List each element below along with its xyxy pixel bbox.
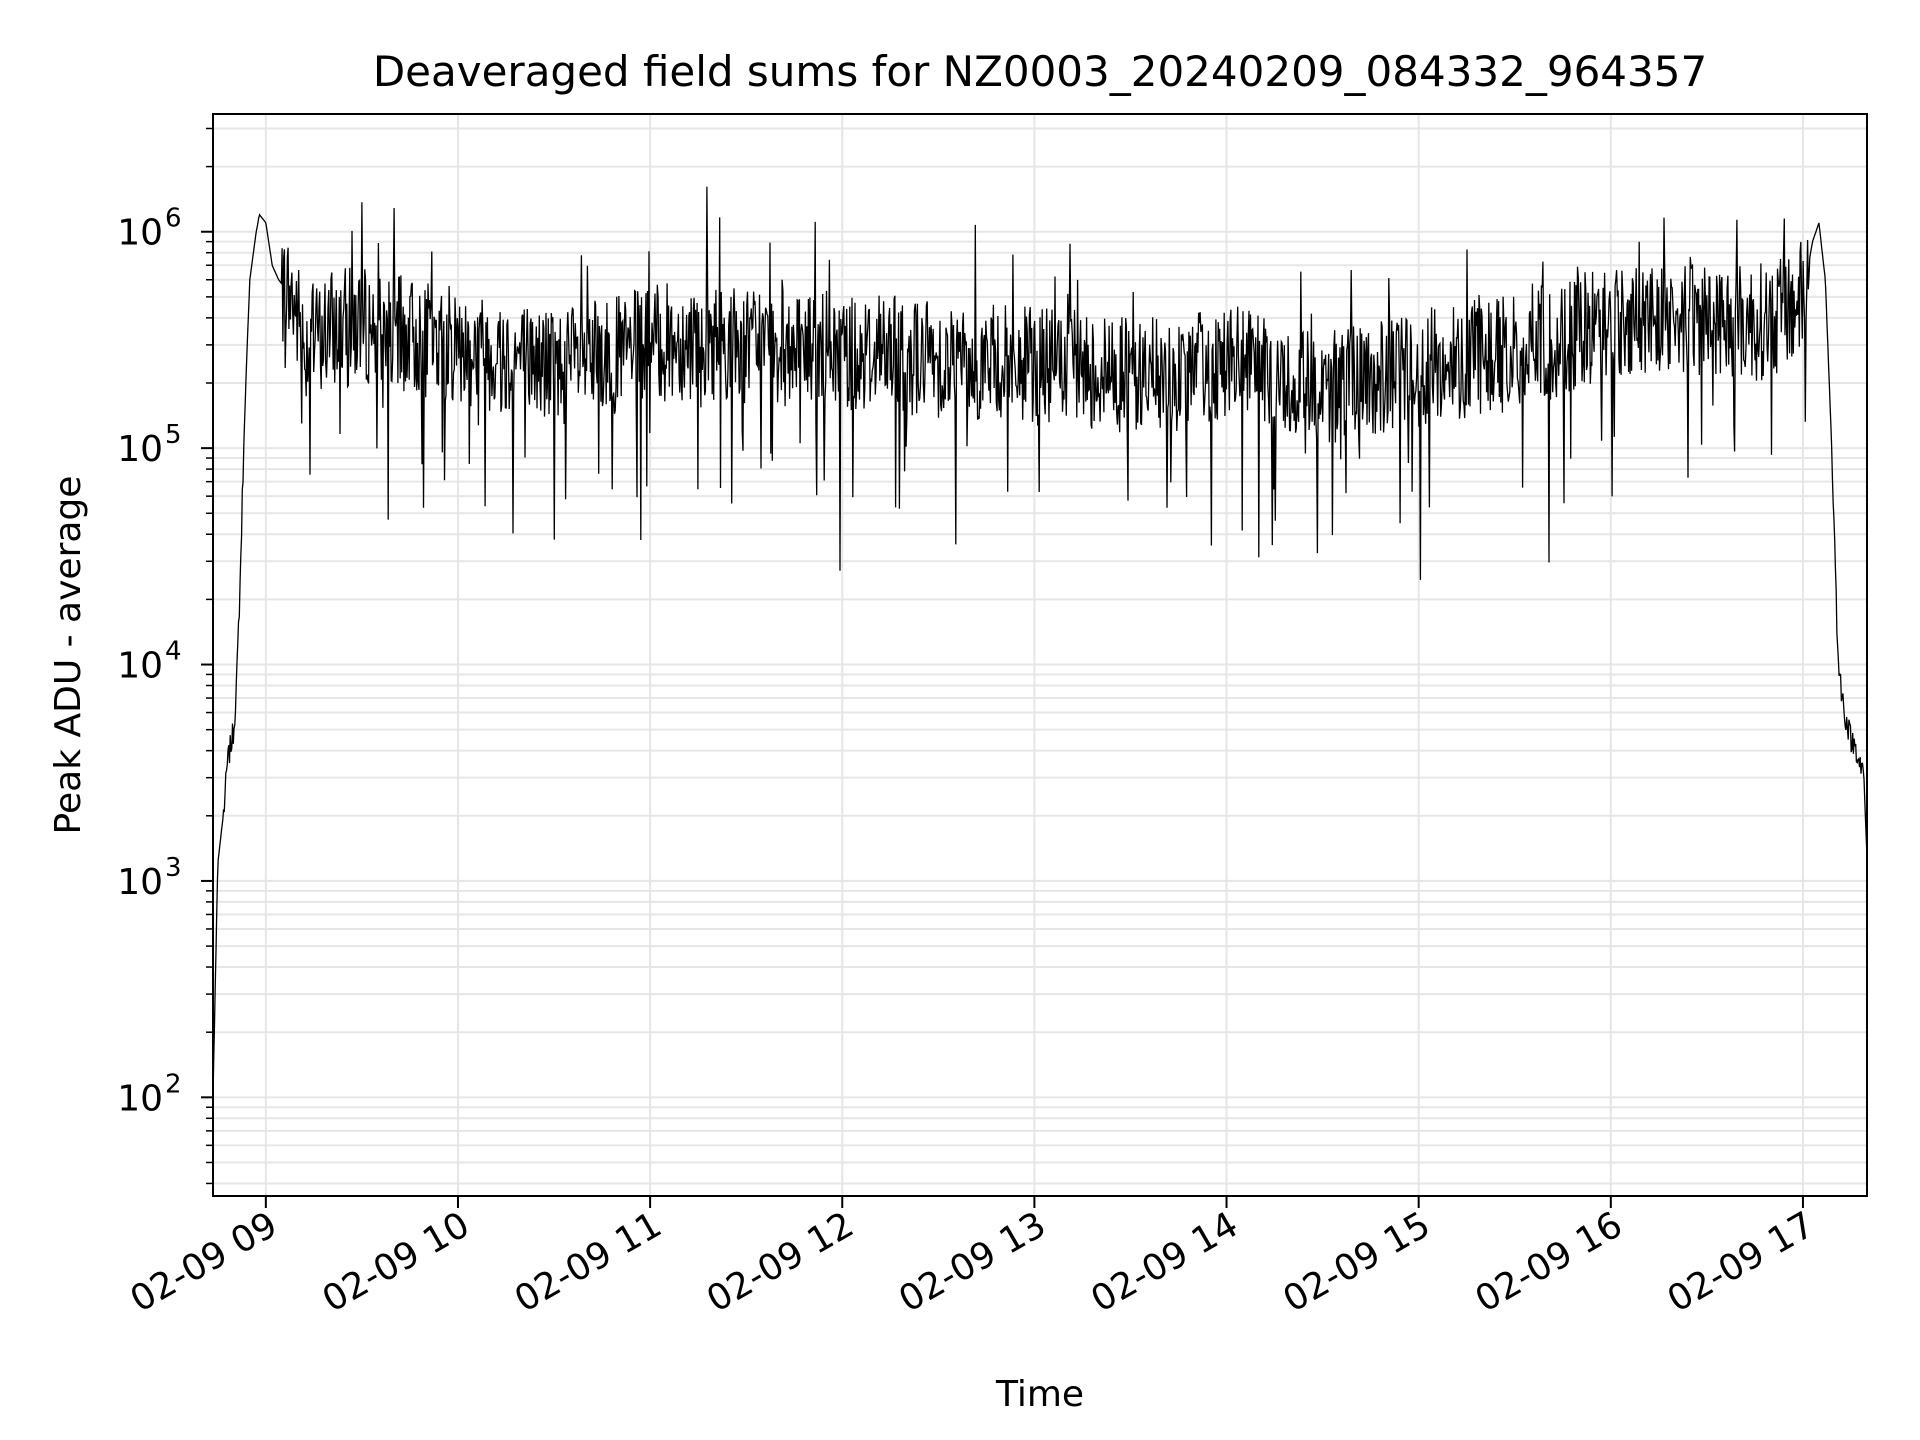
- series-layer: [212, 186, 1868, 1098]
- y-tick-exponent: 2: [165, 1069, 182, 1099]
- y-tick-exponent: 3: [165, 853, 182, 883]
- x-axis-label: Time: [995, 1374, 1084, 1415]
- y-tick-label: 10: [117, 646, 163, 687]
- plot-frame: [212, 113, 1868, 1197]
- chart-title: Deaveraged field sums for NZ0003_2024020…: [373, 47, 1707, 96]
- y-tick-label: 10: [117, 862, 163, 903]
- y-axis-label: Peak ADU - average: [48, 476, 89, 835]
- y-tick-label: 10: [117, 1078, 163, 1119]
- y-tick-exponent: 4: [165, 637, 182, 667]
- grid: [213, 114, 1867, 1196]
- series-line: [212, 186, 1868, 1098]
- y-tick-label: 10: [117, 429, 163, 470]
- y-tick-label: 10: [117, 213, 163, 254]
- y-tick-exponent: 6: [165, 204, 182, 234]
- y-tick-exponent: 5: [165, 420, 182, 450]
